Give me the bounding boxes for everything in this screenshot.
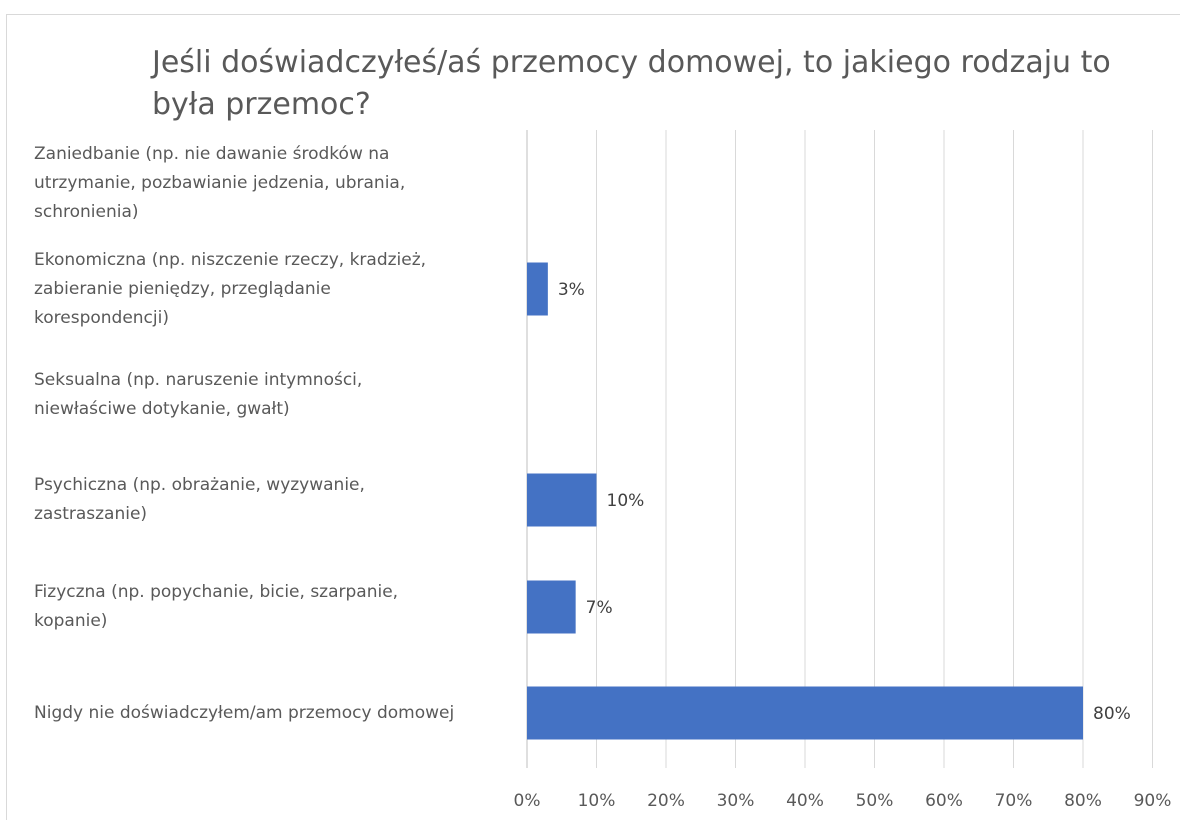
bar [527, 262, 548, 316]
category-label: Fizyczna (np. popychanie, bicie, szarpan… [34, 578, 514, 636]
chart-title: Jeśli doświadczyłeś/aś przemocy domowej,… [152, 45, 1111, 122]
category-label-line: Fizyczna (np. popychanie, bicie, szarpan… [34, 582, 399, 602]
bar [527, 580, 576, 634]
category-label: Seksualna (np. naruszenie intymności, nie… [34, 366, 514, 424]
data-label: 10% [607, 491, 645, 511]
category-label-line: korespondencji) [34, 307, 169, 328]
category-label-line: zastraszanie) [34, 504, 148, 524]
category-label-line: kopanie) [34, 611, 108, 631]
x-tick-label: 0% [514, 791, 541, 811]
x-tick-label: 70% [995, 791, 1033, 811]
category-label: Psychiczna (np. obrażanie, wyzywanie, zas… [34, 471, 514, 529]
x-tick-label: 80% [1064, 791, 1102, 811]
x-tick-label: 60% [925, 791, 963, 811]
data-label: 3% [558, 280, 585, 300]
category-label-line: utrzymanie, pozbawianie jedzenia, ubrani… [34, 172, 406, 193]
category-label-line: Nigdy nie doświadczyłem/am przemocy domo… [34, 702, 455, 723]
x-tick-label: 30% [717, 791, 755, 811]
category-label: Nigdy nie doświadczyłem/am przemocy domo… [34, 699, 514, 728]
chart-frame [6, 14, 1180, 820]
data-label: 80% [1093, 704, 1131, 724]
x-tick-label: 50% [856, 791, 894, 811]
category-label-line: Seksualna (np. naruszenie intymności, [34, 370, 363, 390]
x-tick-label: 20% [647, 791, 685, 811]
category-label-line: Psychiczna (np. obrażanie, wyzywanie, [34, 475, 365, 495]
bar [527, 473, 597, 527]
x-tick-label: 90% [1134, 791, 1172, 811]
category-label: Ekonomiczna (np. niszczenie rzeczy, krad… [34, 246, 514, 333]
x-tick-label: 40% [786, 791, 824, 811]
bar [527, 686, 1083, 740]
category-label-line: Zaniedbanie (np. nie dawanie środków na [34, 143, 390, 164]
category-label-line: zabieranie pieniędzy, przeglądanie [34, 278, 331, 299]
category-label-line: schronienia) [34, 201, 139, 222]
category-label: Zaniedbanie (np. nie dawanie środków na u… [34, 140, 514, 227]
x-tick-label: 10% [578, 791, 616, 811]
category-label-line: Ekonomiczna (np. niszczenie rzeczy, krad… [34, 249, 427, 270]
data-label: 7% [586, 598, 613, 618]
category-label-line: niewłaściwe dotykanie, gwałt) [34, 399, 290, 419]
